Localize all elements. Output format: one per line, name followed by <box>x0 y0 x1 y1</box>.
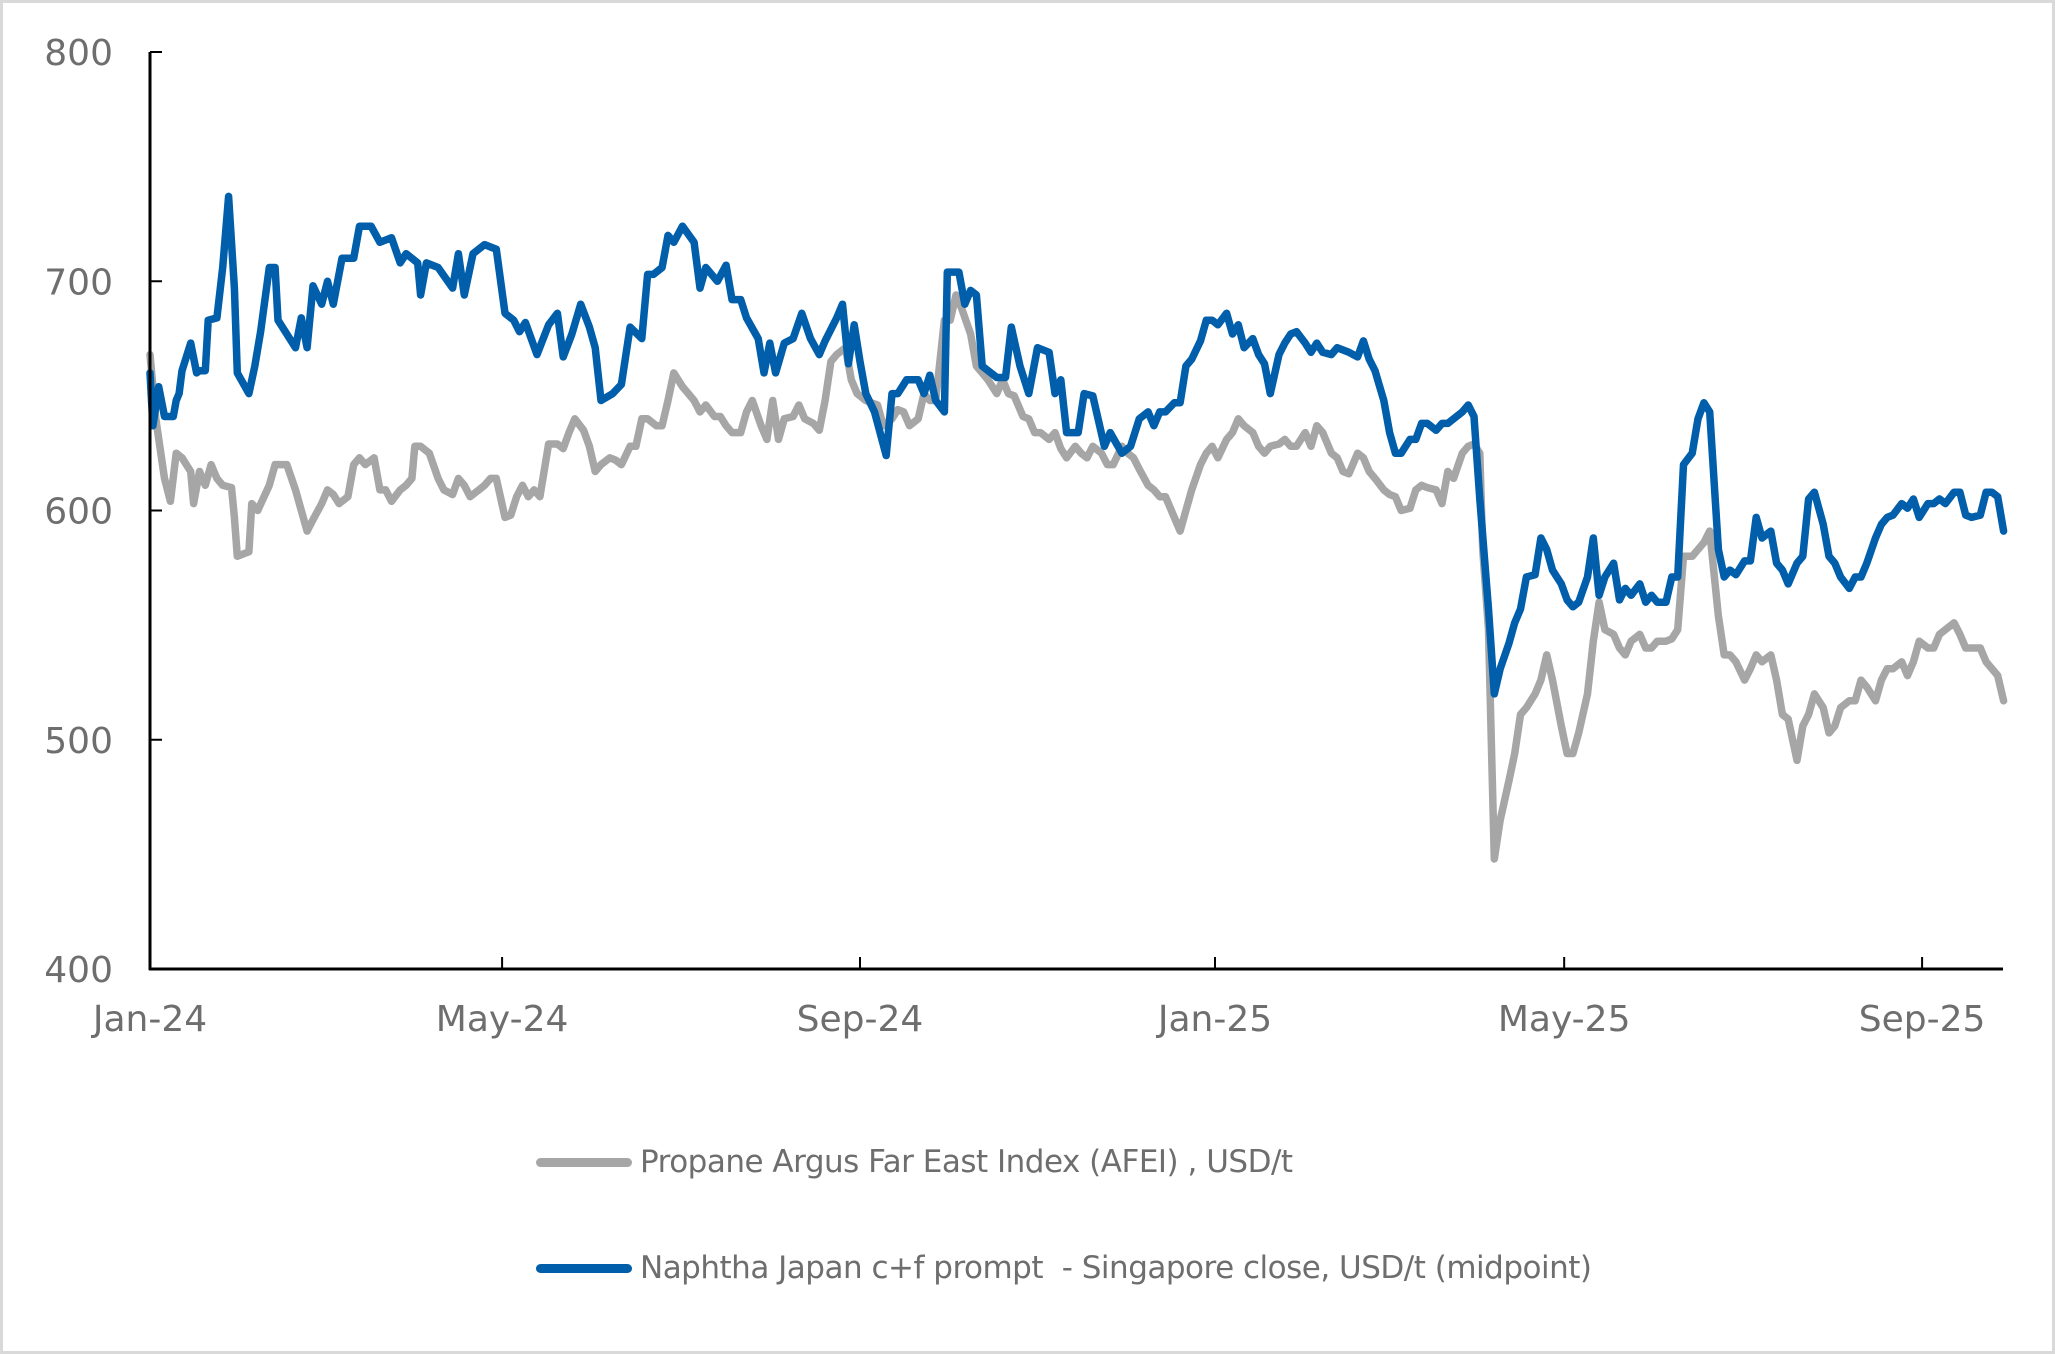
series-layer <box>146 192 2008 863</box>
y-tick-label: 600 <box>44 492 113 533</box>
x-ticks: Jan-24 May-24 Sep-24 Jan-25 May-25 Sep-25 <box>91 957 1986 1040</box>
y-tick-label: 800 <box>44 33 113 74</box>
series-line-naphtha <box>146 192 2008 698</box>
legend-item-naphtha: Naphtha Japan c+f prompt - Singapore clo… <box>536 1250 1592 1286</box>
y-tick-label: 400 <box>44 950 113 991</box>
legend-item-propane: Propane Argus Far East Index (AFEI) , US… <box>536 1144 1293 1180</box>
series-line-propane <box>146 291 2008 863</box>
x-tick-label: Sep-25 <box>1859 999 1986 1040</box>
legend-label-propane: Propane Argus Far East Index (AFEI) , US… <box>640 1144 1293 1180</box>
axes-layer <box>148 52 2003 971</box>
y-tick-label: 700 <box>44 262 113 303</box>
x-tick-label: Sep-24 <box>797 999 924 1040</box>
legend-swatch-naphtha <box>536 1263 632 1273</box>
x-tick-label: Jan-25 <box>1156 999 1272 1040</box>
legend-label-naphtha: Naphtha Japan c+f prompt - Singapore clo… <box>640 1250 1592 1286</box>
legend-swatch-propane <box>536 1157 632 1167</box>
y-ticks: 400 500 600 700 800 <box>44 33 162 991</box>
x-tick-label: Jan-24 <box>91 999 207 1040</box>
x-tick-label: May-25 <box>1498 999 1631 1040</box>
y-tick-label: 500 <box>44 721 113 762</box>
x-tick-label: May-24 <box>436 999 569 1040</box>
